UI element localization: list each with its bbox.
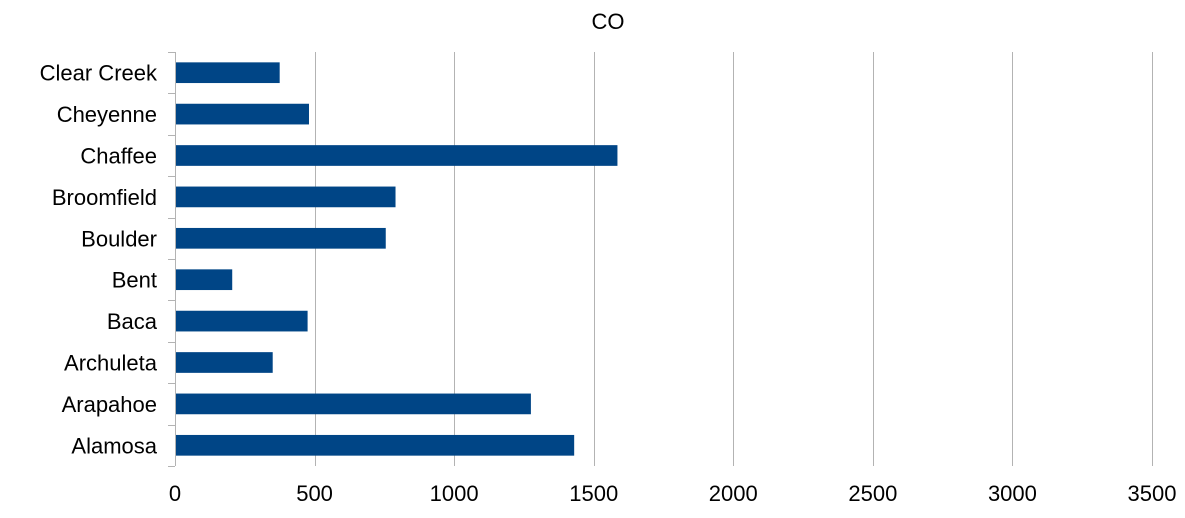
category-label: Cheyenne bbox=[57, 102, 157, 127]
bar bbox=[176, 145, 618, 166]
chart-title: CO bbox=[592, 9, 625, 34]
category-label: Baca bbox=[107, 309, 158, 334]
category-label: Arapahoe bbox=[62, 392, 157, 417]
bar bbox=[176, 434, 575, 456]
gridlines bbox=[315, 52, 1153, 466]
x-tick-label: 0 bbox=[169, 481, 181, 506]
category-label: Bent bbox=[112, 268, 157, 293]
bars bbox=[176, 62, 618, 456]
category-label: Clear Creek bbox=[40, 61, 158, 86]
bar bbox=[176, 269, 233, 291]
bar bbox=[176, 186, 396, 208]
category-label: Archuleta bbox=[64, 351, 158, 376]
axes bbox=[168, 52, 176, 467]
bar bbox=[176, 103, 309, 125]
bar bbox=[176, 62, 280, 84]
x-tick-label: 1000 bbox=[430, 481, 479, 506]
x-tick-label: 3500 bbox=[1128, 481, 1177, 506]
bar bbox=[176, 352, 273, 373]
x-tick-label: 3000 bbox=[988, 481, 1037, 506]
x-tick-label: 500 bbox=[296, 481, 333, 506]
category-label: Broomfield bbox=[52, 185, 157, 210]
category-label: Alamosa bbox=[71, 433, 157, 458]
bar bbox=[176, 227, 386, 249]
bar bbox=[176, 393, 531, 415]
x-tick-label: 2500 bbox=[848, 481, 897, 506]
bar bbox=[176, 310, 308, 332]
x-tick-label: 2000 bbox=[709, 481, 758, 506]
labels: 0 500 1000 1500 2000 2500 3000 3500 Alamosa Arapa… bbox=[40, 61, 1177, 506]
category-label: Boulder bbox=[81, 226, 157, 251]
category-label: Chaffee bbox=[80, 144, 157, 169]
x-tick-label: 1500 bbox=[569, 481, 618, 506]
